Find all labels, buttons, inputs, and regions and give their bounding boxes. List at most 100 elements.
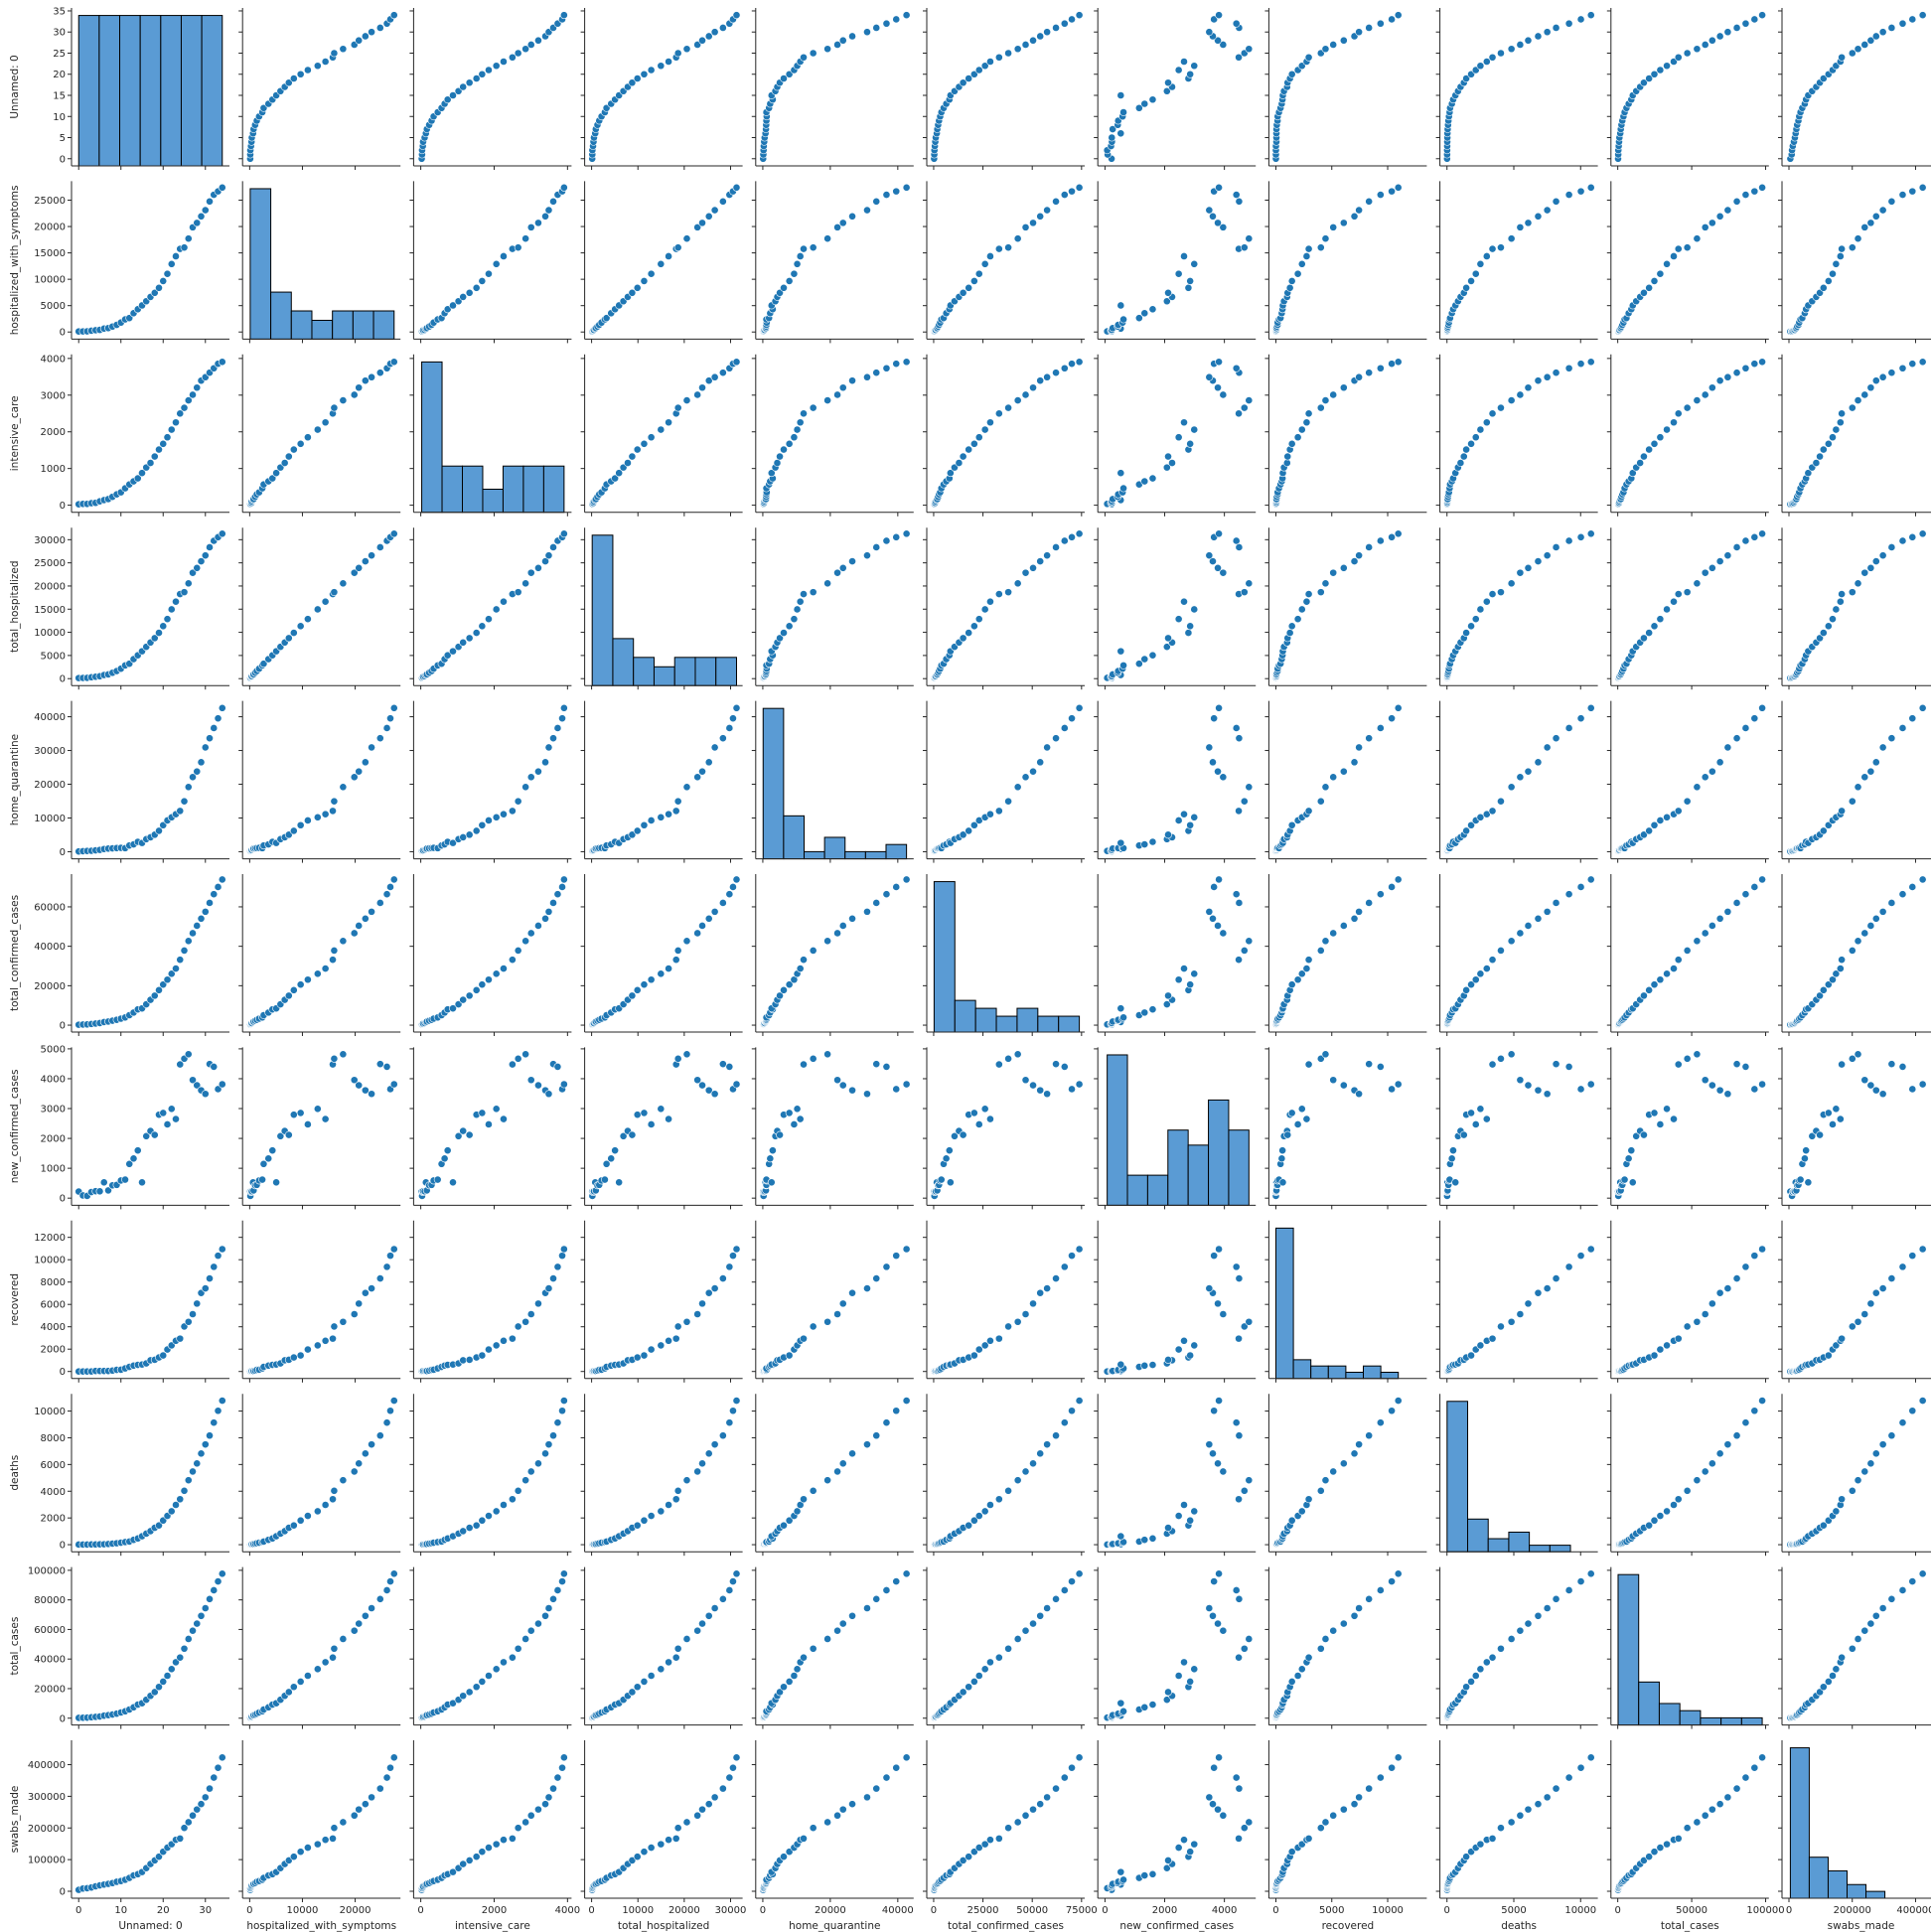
y-tick-label: 25 xyxy=(53,49,66,60)
scatter-point xyxy=(1476,1105,1485,1114)
scatter-point xyxy=(671,1334,680,1343)
scatter-point xyxy=(1043,1090,1052,1099)
scatter-point xyxy=(459,995,468,1004)
scatter-point xyxy=(710,28,719,37)
scatter-point xyxy=(1723,1440,1732,1449)
scatter-point xyxy=(1232,1418,1241,1427)
scatter-point xyxy=(330,1486,339,1495)
scatter-point xyxy=(214,883,223,891)
scatter-point xyxy=(443,305,452,314)
scatter-point xyxy=(355,563,364,572)
scatter-point xyxy=(698,922,706,930)
scatter-point xyxy=(508,53,517,62)
scatter-point xyxy=(994,590,1003,598)
panel-u-vs-th xyxy=(580,8,743,170)
scatter-point xyxy=(1866,383,1875,392)
scatter-point xyxy=(1758,1245,1766,1254)
histogram-bar xyxy=(1167,1129,1189,1206)
scatter-point xyxy=(1708,563,1716,572)
scatter-point xyxy=(375,1594,384,1603)
scatter-point xyxy=(1482,965,1491,972)
y-axis-label: new_confirmed_cases xyxy=(9,1070,21,1184)
scatter-point xyxy=(1543,743,1552,752)
scatter-point xyxy=(1576,532,1585,541)
scatter-point xyxy=(544,743,553,752)
scatter-point xyxy=(218,529,226,538)
scatter-point xyxy=(1715,1288,1724,1297)
y-tick-label: 20000 xyxy=(34,581,66,592)
scatter-point xyxy=(1116,1360,1125,1369)
scatter-point xyxy=(1918,875,1927,884)
scatter-point xyxy=(355,1299,364,1308)
scatter-point xyxy=(1866,1459,1875,1468)
y-tick-label: 10000 xyxy=(34,628,66,639)
scatter-point xyxy=(833,41,841,49)
scatter-point xyxy=(1683,403,1692,412)
panel-ncc-vs-tc xyxy=(1606,1047,1769,1210)
scatter-point xyxy=(665,1658,672,1667)
scatter-point xyxy=(1329,1626,1338,1635)
panel-tcc-vs-r xyxy=(1264,874,1427,1036)
scatter-point xyxy=(1750,714,1759,723)
scatter-point xyxy=(508,807,517,816)
scatter-point xyxy=(544,1284,553,1292)
scatter-point xyxy=(389,703,398,712)
panel-tcc-vs-tcc xyxy=(923,874,1085,1036)
scatter-point xyxy=(1741,364,1750,372)
scatter-point xyxy=(1162,86,1171,95)
scatter-point xyxy=(1302,597,1311,606)
scatter-point xyxy=(892,187,901,196)
scatter-point xyxy=(665,1115,672,1123)
scatter-point xyxy=(386,1407,394,1415)
scatter-point xyxy=(133,474,142,483)
scatter-point xyxy=(1219,929,1228,938)
scatter-point xyxy=(704,1288,713,1297)
scatter-point xyxy=(1878,1604,1887,1612)
scatter-point xyxy=(176,1334,185,1343)
panel-tcc-vs-tc xyxy=(1606,874,1769,1036)
scatter-point xyxy=(647,1512,656,1520)
scatter-point xyxy=(361,32,370,41)
scatter-point xyxy=(1013,1635,1022,1643)
panel-ncc-vs-r xyxy=(1264,1047,1427,1210)
panel-tc-vs-r xyxy=(1264,1566,1427,1729)
scatter-point xyxy=(1674,1060,1683,1069)
scatter-point xyxy=(980,1665,989,1674)
scatter-point xyxy=(1043,551,1052,560)
scatter-point xyxy=(1819,283,1828,292)
scatter-point xyxy=(1866,1619,1875,1628)
scatter-point xyxy=(1116,1699,1125,1708)
scatter-point xyxy=(1887,1431,1896,1440)
scatter-point xyxy=(549,543,557,551)
scatter-point xyxy=(848,32,856,41)
scatter-point xyxy=(986,418,994,427)
scatter-point xyxy=(1624,1154,1633,1163)
scatter-point xyxy=(1304,1653,1313,1662)
scatter-point xyxy=(633,1521,642,1530)
scatter-point xyxy=(1339,1619,1348,1628)
scatter-point xyxy=(1650,622,1659,631)
scatter-point xyxy=(272,1178,281,1187)
scatter-point xyxy=(647,817,656,824)
scatter-point xyxy=(521,937,530,946)
scatter-point xyxy=(1750,1407,1759,1415)
scatter-point xyxy=(809,1322,817,1331)
scatter-point xyxy=(1715,212,1724,221)
scatter-point xyxy=(1683,1322,1692,1331)
scatter-point xyxy=(1245,1635,1254,1643)
panel-h-vs-h xyxy=(238,181,401,344)
scatter-point xyxy=(541,212,549,221)
scatter-point xyxy=(1162,297,1171,306)
panel-u-vs-hq xyxy=(751,8,914,170)
scatter-point xyxy=(1829,269,1837,278)
scatter-point xyxy=(1543,907,1552,916)
panel-hq-vs-r xyxy=(1264,700,1427,863)
scatter-point xyxy=(848,914,856,923)
scatter-point xyxy=(280,459,289,467)
scatter-point xyxy=(969,1678,978,1686)
scatter-point xyxy=(1283,1130,1292,1139)
scatter-point xyxy=(732,11,741,20)
scatter-point xyxy=(1758,875,1766,884)
scatter-point xyxy=(682,45,691,54)
scatter-point xyxy=(1245,1476,1254,1485)
